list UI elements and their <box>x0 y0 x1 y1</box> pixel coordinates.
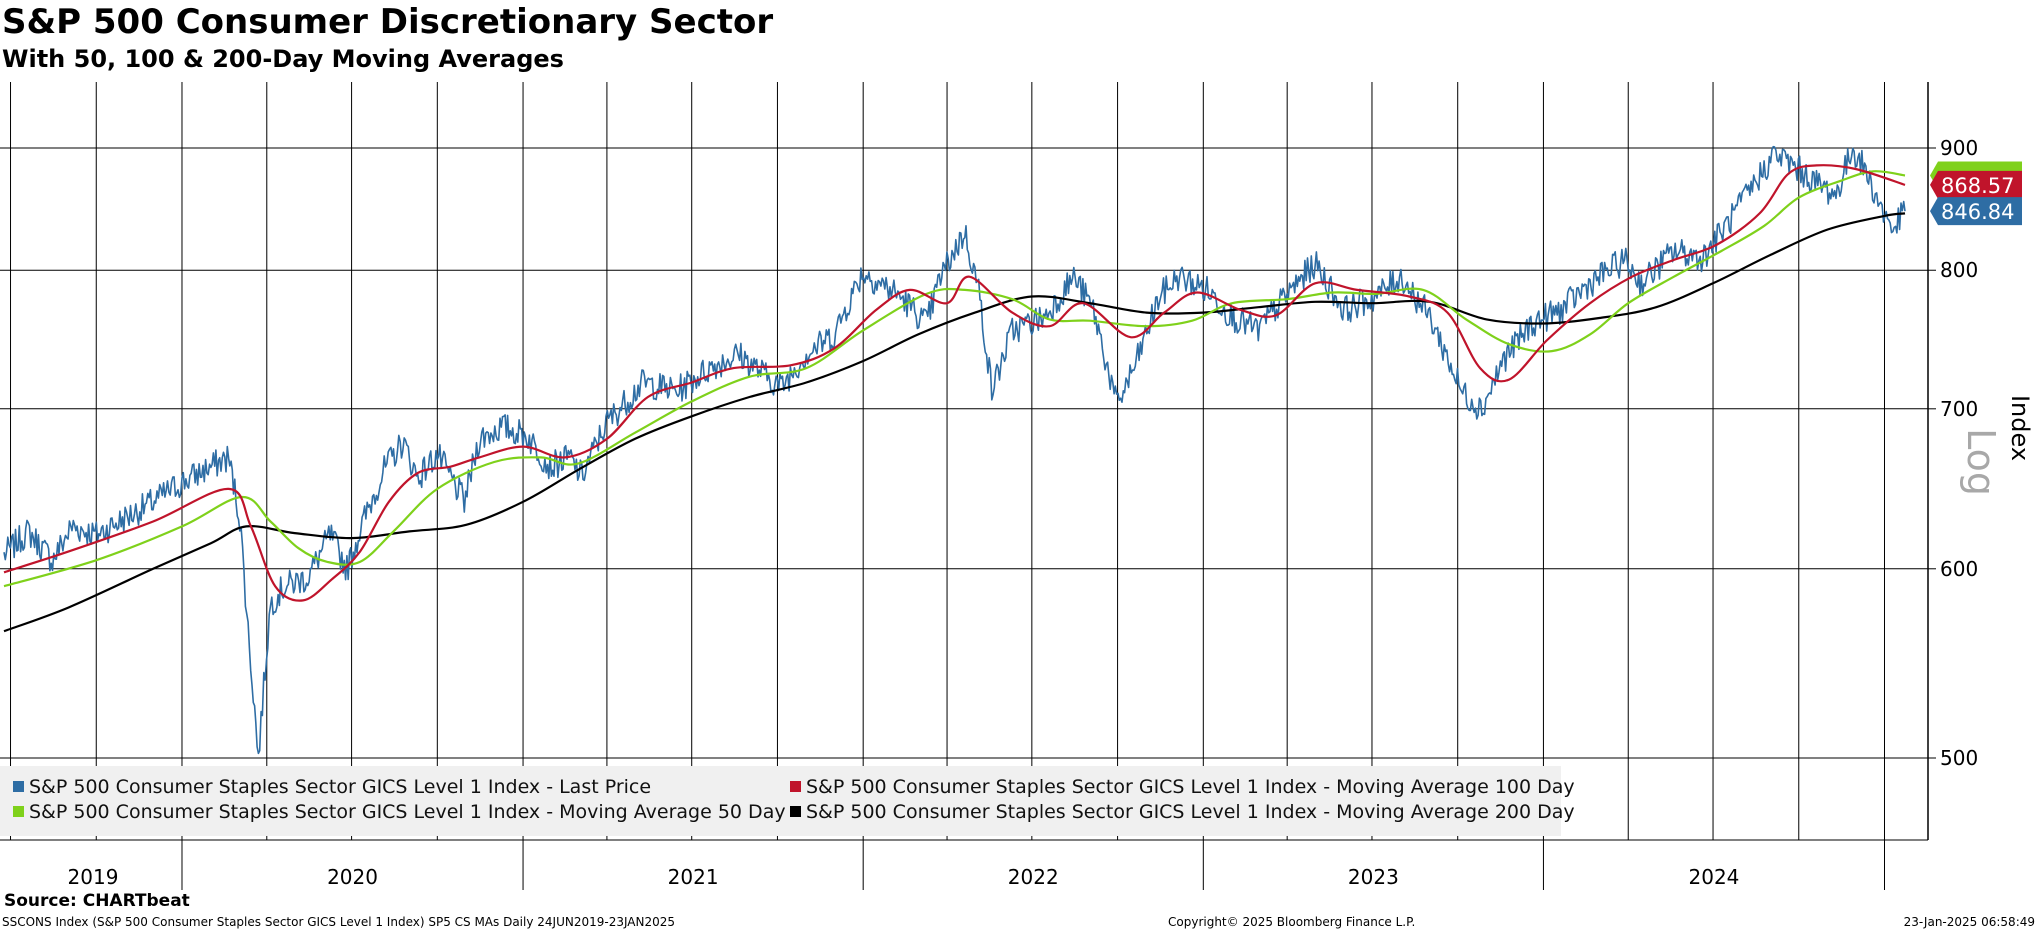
last-value-tag-label: 868.57 <box>1941 174 2014 198</box>
legend-item-last-price: S&P 500 Consumer Staples Sector GICS Lev… <box>13 776 651 798</box>
footer-description: SSCONS Index (S&P 500 Consumer Staples S… <box>2 915 676 929</box>
last-value-tag-label: 846.84 <box>1941 200 2014 224</box>
x-year-label: 2021 <box>668 865 719 889</box>
series-ma200 <box>3 212 1906 633</box>
last-value-tag-ma50: 868.57 <box>1930 170 2022 199</box>
source-note: Source: CHARTbeat <box>4 891 190 911</box>
last-value-tag-last-price: 846.84 <box>1930 197 2022 226</box>
legend-swatch-last-price <box>13 781 24 792</box>
y-tick-label: 600 <box>1940 557 1978 581</box>
legend-swatch-ma200 <box>790 806 801 817</box>
last-value-tag-shape <box>1930 170 2022 199</box>
y-tick-label: 700 <box>1940 397 1978 421</box>
x-year-label: 2019 <box>68 865 119 889</box>
legend: S&P 500 Consumer Staples Sector GICS Lev… <box>0 766 1575 836</box>
legend-label: S&P 500 Consumer Staples Sector GICS Lev… <box>806 801 1575 823</box>
grid <box>0 82 1928 840</box>
series-lines <box>3 145 1906 755</box>
legend-swatch-ma100 <box>13 806 24 817</box>
axes: 500 600 700 800 900 2019 2020 2021 2022 2023 2024 I… <box>0 82 2034 890</box>
legend-label: S&P 500 Consumer Staples Sector GICS Lev… <box>29 776 652 798</box>
x-year-label: 2023 <box>1348 865 1399 889</box>
footer-copyright: Copyright© 2025 Bloomberg Finance L.P. <box>1168 915 1416 929</box>
series-ma50 <box>3 164 1906 602</box>
legend-item-ma100: S&P 500 Consumer Staples Sector GICS Lev… <box>13 801 786 823</box>
legend-label: S&P 500 Consumer Staples Sector GICS Lev… <box>806 776 1575 798</box>
legend-label: S&P 500 Consumer Staples Sector GICS Lev… <box>29 801 786 823</box>
legend-item-ma200: S&P 500 Consumer Staples Sector GICS Lev… <box>790 801 1575 823</box>
chart-subtitle: With 50, 100 & 200-Day Moving Averages <box>2 45 564 73</box>
chart-title: S&P 500 Consumer Discretionary Sector <box>2 2 774 42</box>
footer-timestamp: 23-Jan-2025 06:58:49 <box>1903 915 2035 929</box>
log-scale-label: Log <box>1959 428 2003 496</box>
y-tick-label: 500 <box>1940 746 1978 770</box>
legend-item-ma50: S&P 500 Consumer Staples Sector GICS Lev… <box>790 776 1575 798</box>
series-ma100 <box>3 170 1906 588</box>
x-year-label: 2022 <box>1008 865 1059 889</box>
series-last-price <box>3 145 1906 755</box>
legend-swatch-ma50 <box>790 781 801 792</box>
x-year-label: 2020 <box>327 865 378 889</box>
x-year-label: 2024 <box>1689 865 1740 889</box>
y-tick-label: 900 <box>1940 136 1978 160</box>
last-value-tag-shape <box>1930 197 2022 226</box>
y-axis-title: Index <box>2006 395 2034 461</box>
y-tick-label: 800 <box>1940 258 1978 282</box>
